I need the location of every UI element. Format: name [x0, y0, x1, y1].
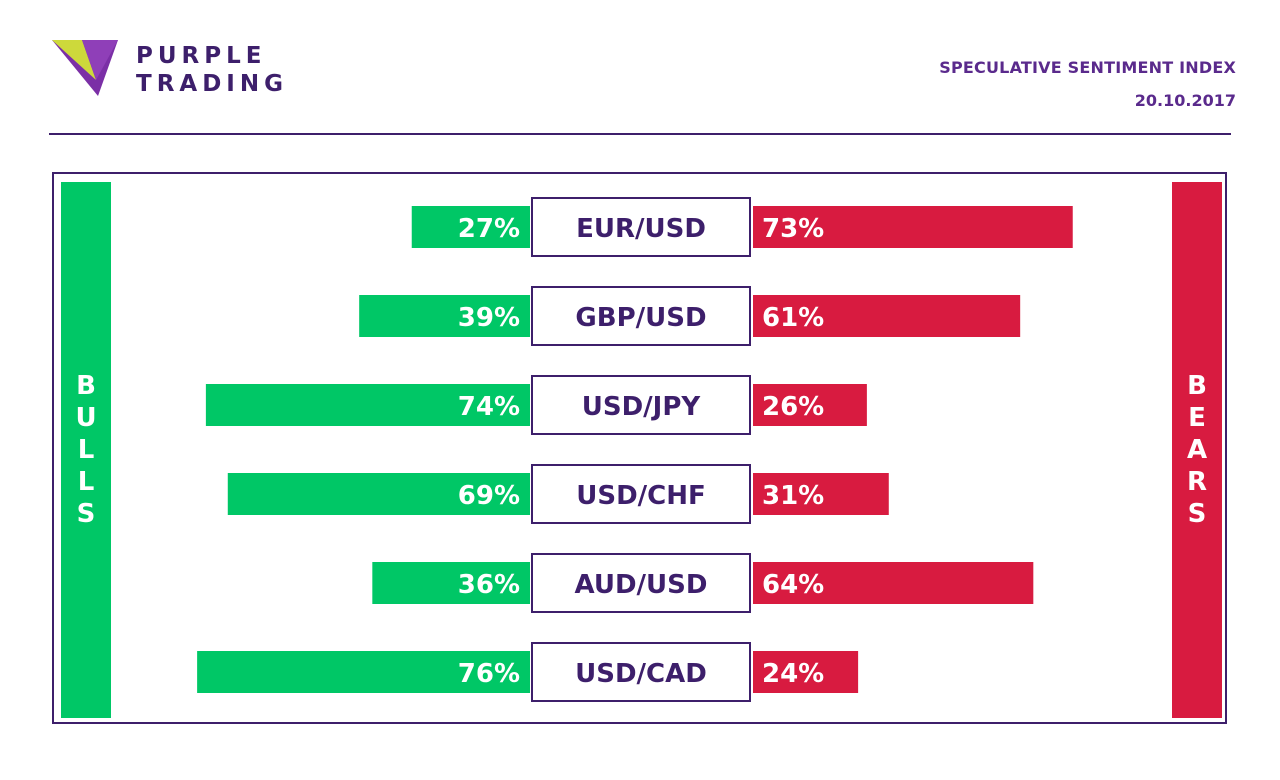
- pair-box: [531, 375, 751, 435]
- pair-label: USD/JPY: [582, 392, 702, 422]
- bulls-side-label: B U L L S: [61, 182, 111, 718]
- bears-letter: S: [1187, 499, 1207, 529]
- report-title: SPECULATIVE SENTIMENT INDEX: [939, 58, 1236, 77]
- bulls-bar: [372, 562, 530, 604]
- bulls-percent-label: 39%: [458, 303, 520, 333]
- bulls-letter: L: [77, 467, 95, 497]
- bears-percent-label: 73%: [762, 214, 824, 244]
- bears-letter: R: [1186, 467, 1208, 497]
- bears-bar: [753, 206, 1073, 248]
- bulls-letter: U: [75, 403, 97, 433]
- pair-box: [531, 286, 751, 346]
- pair-box: [531, 464, 751, 524]
- bulls-bar: [227, 473, 530, 515]
- bulls-percent-label: 27%: [458, 214, 520, 244]
- brand-line-2: TRADING: [136, 71, 288, 97]
- brand-name: PURPLE TRADING: [136, 42, 288, 98]
- bulls-percent-label: 69%: [458, 481, 520, 511]
- bears-bar: [753, 473, 889, 515]
- purple-trading-logo-icon: [52, 40, 118, 96]
- report-header: SPECULATIVE SENTIMENT INDEX 20.10.2017: [939, 58, 1236, 111]
- pair-box: [531, 553, 751, 613]
- bears-letter: B: [1187, 371, 1207, 401]
- pair-label: USD/CHF: [576, 481, 706, 511]
- pair-box: [531, 197, 751, 257]
- bears-percent-label: 31%: [762, 481, 824, 511]
- bears-percent-label: 26%: [762, 392, 824, 422]
- bulls-percent-label: 76%: [458, 659, 520, 689]
- header-divider: [49, 133, 1231, 135]
- bears-bar: [753, 384, 867, 426]
- pair-label: EUR/USD: [576, 214, 706, 244]
- bears-letter: E: [1188, 403, 1206, 433]
- report-date: 20.10.2017: [1134, 91, 1236, 110]
- bulls-letter: L: [77, 435, 95, 465]
- bulls-bar: [411, 206, 530, 248]
- pair-box: [531, 642, 751, 702]
- bears-side-label: B E A R S: [1172, 182, 1222, 718]
- bears-percent-label: 24%: [762, 659, 824, 689]
- bulls-percent-label: 74%: [458, 392, 520, 422]
- bulls-bar: [359, 295, 530, 337]
- bulls-letter: B: [76, 371, 96, 401]
- chart-frame: [52, 172, 1227, 724]
- brand-line-1: PURPLE: [136, 43, 267, 69]
- bulls-percent-label: 36%: [458, 570, 520, 600]
- bears-bar: [753, 295, 1021, 337]
- bears-percent-label: 61%: [762, 303, 824, 333]
- pair-label: AUD/USD: [575, 570, 708, 600]
- bears-bar: [753, 562, 1034, 604]
- pair-label: USD/CAD: [575, 659, 707, 689]
- bears-percent-label: 64%: [762, 570, 824, 600]
- bears-letter: A: [1186, 435, 1208, 465]
- bulls-letter: S: [76, 499, 96, 529]
- brand-logo: PURPLE TRADING: [52, 40, 312, 100]
- bulls-bar: [205, 384, 530, 426]
- bulls-bar: [197, 651, 530, 693]
- pair-label: GBP/USD: [575, 303, 706, 333]
- bears-bar: [753, 651, 859, 693]
